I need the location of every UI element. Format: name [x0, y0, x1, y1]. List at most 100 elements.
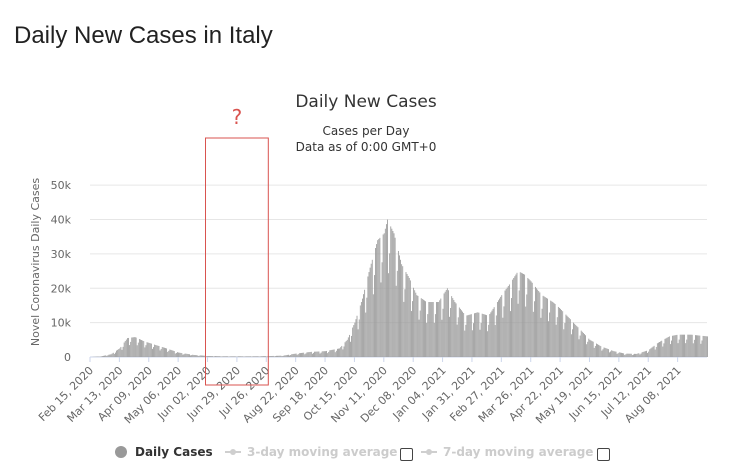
bar-daily-case — [328, 351, 330, 357]
bar-daily-case — [183, 354, 185, 357]
bar-daily-case — [412, 301, 413, 357]
bar-daily-case — [253, 356, 255, 357]
bar-daily-case — [320, 352, 322, 357]
legend-item-7-day-average[interactable]: 7-day moving average — [421, 445, 593, 459]
bar-daily-case — [169, 349, 171, 357]
bar-daily-case — [653, 345, 655, 357]
bar-daily-case — [372, 294, 374, 357]
bar-daily-case — [285, 355, 287, 357]
bar-daily-case — [415, 292, 417, 357]
bar-daily-case — [468, 314, 470, 357]
bar-daily-case — [573, 322, 574, 357]
bar-daily-case — [259, 356, 261, 357]
bar-daily-case — [670, 344, 671, 357]
bar-daily-case — [543, 296, 545, 357]
bar-daily-case — [580, 330, 582, 357]
bar-daily-case — [192, 354, 194, 357]
bar-daily-case — [152, 348, 153, 357]
legend-item-daily-cases[interactable]: Daily Cases — [115, 445, 213, 459]
bar-daily-case — [198, 355, 200, 357]
bar-daily-case — [399, 255, 400, 357]
bar-daily-case — [339, 348, 341, 357]
bar-daily-case — [204, 355, 206, 357]
bar-daily-case — [554, 303, 556, 357]
bar-daily-case — [301, 352, 302, 357]
bar-daily-case — [286, 354, 288, 357]
bar-daily-case — [687, 334, 689, 357]
bar-daily-case — [434, 314, 436, 357]
bar-daily-case — [121, 349, 123, 357]
bar-daily-case — [518, 290, 520, 357]
bar-daily-case — [703, 336, 705, 357]
bar-daily-case — [375, 248, 376, 357]
bar-daily-case — [377, 240, 379, 357]
bar-daily-case — [141, 340, 142, 357]
bar-daily-case — [704, 336, 706, 357]
bar-daily-case — [696, 335, 697, 357]
bar-daily-case — [227, 356, 228, 357]
bar-daily-case — [532, 311, 534, 357]
bar-daily-case — [691, 334, 693, 357]
legend-label: Daily Cases — [135, 445, 213, 459]
bar-daily-case — [474, 313, 475, 357]
legend-item-3-day-average[interactable]: 3-day moving average — [225, 445, 397, 459]
bar-daily-case — [221, 356, 223, 357]
bar-daily-case — [117, 349, 119, 357]
bar-daily-case — [350, 341, 351, 357]
checkbox-7-day-average[interactable] — [597, 448, 610, 461]
bar-daily-case — [485, 314, 486, 357]
bar-daily-case — [186, 353, 188, 357]
bar-daily-case — [270, 356, 272, 357]
bar-series-daily-cases[interactable] — [91, 219, 708, 357]
bar-daily-case — [544, 297, 546, 357]
bar-daily-case — [618, 352, 620, 357]
bar-daily-case — [572, 329, 573, 357]
legend-label: 7-day moving average — [443, 445, 594, 459]
bar-daily-case — [564, 323, 566, 357]
bar-daily-case — [589, 339, 591, 357]
bar-daily-case — [300, 353, 301, 357]
bar-daily-case — [660, 341, 662, 357]
bar-daily-case — [149, 343, 151, 357]
bar-daily-case — [498, 300, 499, 357]
bar-daily-case — [500, 296, 502, 357]
bar-daily-case — [590, 340, 592, 357]
bar-daily-case — [363, 294, 364, 357]
bar-daily-case — [182, 354, 184, 357]
bar-daily-case — [533, 301, 535, 357]
bar-daily-case — [630, 353, 632, 357]
bar-daily-case — [120, 346, 122, 357]
bar-daily-case — [596, 343, 597, 357]
bar-daily-case — [523, 273, 524, 357]
bar-daily-case — [137, 342, 139, 357]
bar-daily-case — [218, 356, 220, 357]
bar-daily-case — [621, 352, 622, 357]
bar-daily-case — [401, 264, 403, 357]
bar-daily-case — [470, 314, 472, 357]
bar-daily-case — [677, 343, 679, 357]
bar-daily-case — [153, 347, 154, 357]
bar-daily-case — [321, 351, 323, 357]
bar-daily-case — [637, 353, 639, 357]
bar-daily-case — [305, 353, 307, 357]
bar-daily-case — [276, 355, 277, 357]
bar-daily-case — [162, 347, 164, 357]
bar-daily-case — [371, 259, 373, 357]
bar-daily-case — [481, 313, 483, 357]
bar-daily-case — [598, 344, 600, 357]
bar-daily-case — [586, 344, 588, 357]
bar-daily-case — [158, 346, 160, 357]
bar-daily-case — [132, 337, 134, 357]
bar-daily-case — [567, 316, 569, 357]
bar-daily-case — [568, 318, 570, 357]
checkbox-3-day-average[interactable] — [400, 448, 413, 461]
bar-daily-case — [233, 356, 235, 357]
bar-daily-case — [112, 352, 114, 357]
bar-daily-case — [502, 317, 504, 357]
bar-daily-case — [224, 356, 226, 357]
bar-daily-case — [421, 298, 423, 357]
bar-daily-case — [327, 353, 329, 357]
bar-daily-case — [562, 311, 564, 357]
bar-daily-case — [166, 348, 168, 357]
bar-daily-case — [362, 298, 363, 357]
